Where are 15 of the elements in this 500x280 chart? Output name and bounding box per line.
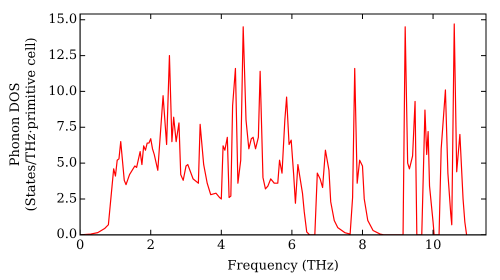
x-tick-label: 2 xyxy=(146,238,155,253)
y-tick-label: 2.5 xyxy=(56,191,78,206)
x-tick-label: 10 xyxy=(424,238,442,253)
y-axis-title: Phonon DOS (States/THz·primitive cell) xyxy=(8,37,39,212)
y-tick-label: 10.0 xyxy=(48,84,78,99)
x-tick-label: 0 xyxy=(76,238,84,253)
y-tick-label: 12.5 xyxy=(48,48,78,63)
y-tick-label: 7.5 xyxy=(56,120,78,135)
y-tick-label: 5.0 xyxy=(56,155,78,170)
x-tick-label: 6 xyxy=(288,238,296,253)
y-tick-label: 0.0 xyxy=(56,227,78,242)
x-axis-title: Frequency (THz) xyxy=(227,258,339,274)
x-tick-label: 4 xyxy=(217,238,226,253)
x-tick-label: 8 xyxy=(358,238,367,253)
y-tick-label: 15.0 xyxy=(48,12,78,28)
